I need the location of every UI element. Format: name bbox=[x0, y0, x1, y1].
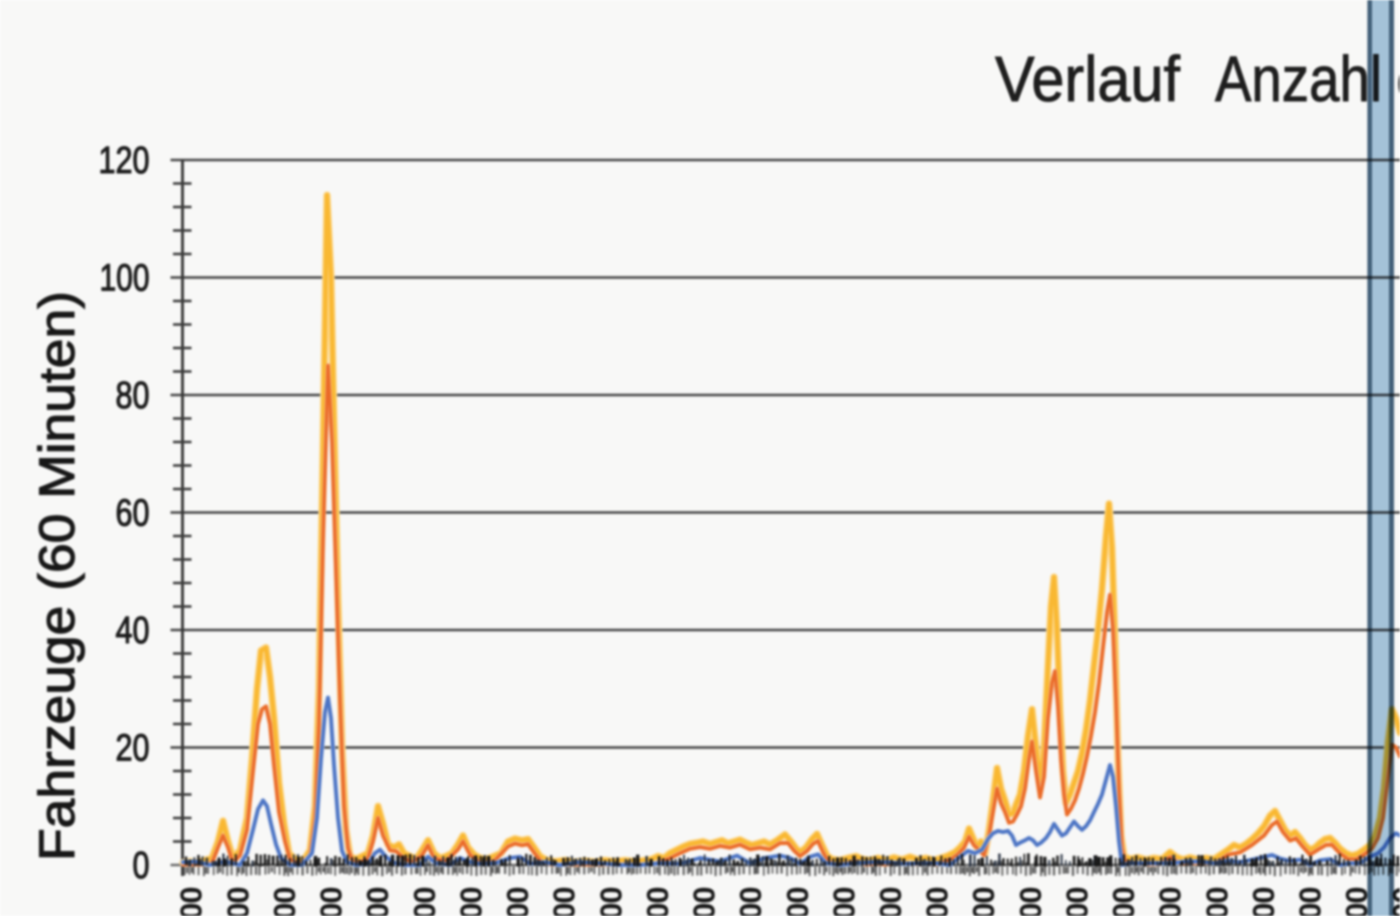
svg-text:00:00: 00:00 bbox=[1106, 887, 1141, 916]
svg-text:00:00: 00:00 bbox=[1060, 887, 1095, 916]
svg-text:00:00: 00:00 bbox=[826, 887, 861, 916]
svg-text:0: 0 bbox=[133, 845, 150, 887]
svg-text:20: 20 bbox=[116, 728, 150, 770]
svg-text:00:00: 00:00 bbox=[733, 887, 768, 916]
svg-text:Anzahl: Anzahl bbox=[1215, 43, 1382, 115]
svg-text:00:00: 00:00 bbox=[453, 887, 488, 916]
svg-text:00:00: 00:00 bbox=[547, 887, 582, 916]
svg-text:00:00: 00:00 bbox=[1246, 887, 1281, 916]
svg-text:00:00: 00:00 bbox=[267, 887, 302, 916]
svg-text:00:00: 00:00 bbox=[966, 887, 1001, 916]
svg-text:00:00: 00:00 bbox=[920, 887, 955, 916]
svg-text:00:00: 00:00 bbox=[1153, 887, 1188, 916]
svg-text:00:00: 00:00 bbox=[1199, 887, 1234, 916]
svg-text:60: 60 bbox=[116, 493, 150, 535]
svg-text:00:00: 00:00 bbox=[640, 887, 675, 916]
svg-text:00:00: 00:00 bbox=[500, 887, 535, 916]
svg-text:Verlauf: Verlauf bbox=[995, 43, 1180, 115]
svg-text:00:00: 00:00 bbox=[873, 887, 908, 916]
svg-text:00:00: 00:00 bbox=[1013, 887, 1048, 916]
svg-text:00:00: 00:00 bbox=[360, 887, 395, 916]
svg-text:00:00: 00:00 bbox=[1293, 887, 1328, 916]
svg-text:120: 120 bbox=[99, 140, 150, 182]
svg-text:00:00: 00:00 bbox=[780, 887, 815, 916]
svg-text:00:00: 00:00 bbox=[220, 887, 255, 916]
svg-text:00:00: 00:00 bbox=[174, 887, 209, 916]
svg-text:00:00: 00:00 bbox=[407, 887, 442, 916]
svg-text:40: 40 bbox=[116, 610, 150, 652]
svg-text:80: 80 bbox=[116, 375, 150, 417]
svg-text:100: 100 bbox=[100, 258, 150, 300]
svg-text:00:00: 00:00 bbox=[687, 887, 722, 916]
svg-text:00:00: 00:00 bbox=[314, 887, 349, 916]
svg-text:er: er bbox=[1396, 43, 1400, 115]
svg-text:Fahrzeuge (60 Minuten): Fahrzeuge (60 Minuten) bbox=[29, 291, 85, 861]
svg-text:00:00: 00:00 bbox=[593, 887, 628, 916]
